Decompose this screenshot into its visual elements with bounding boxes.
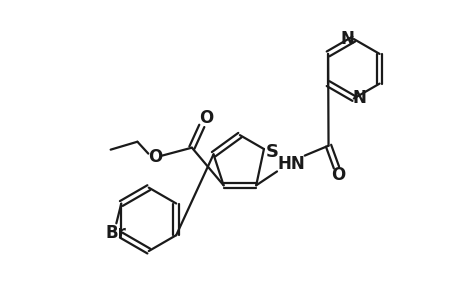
Text: O: O [198,109,213,127]
Text: O: O [330,167,345,184]
Text: HN: HN [276,154,304,172]
Text: N: N [352,89,366,107]
Text: O: O [148,148,162,166]
Text: S: S [265,143,278,161]
Text: Br: Br [106,224,127,242]
Text: N: N [340,30,354,48]
